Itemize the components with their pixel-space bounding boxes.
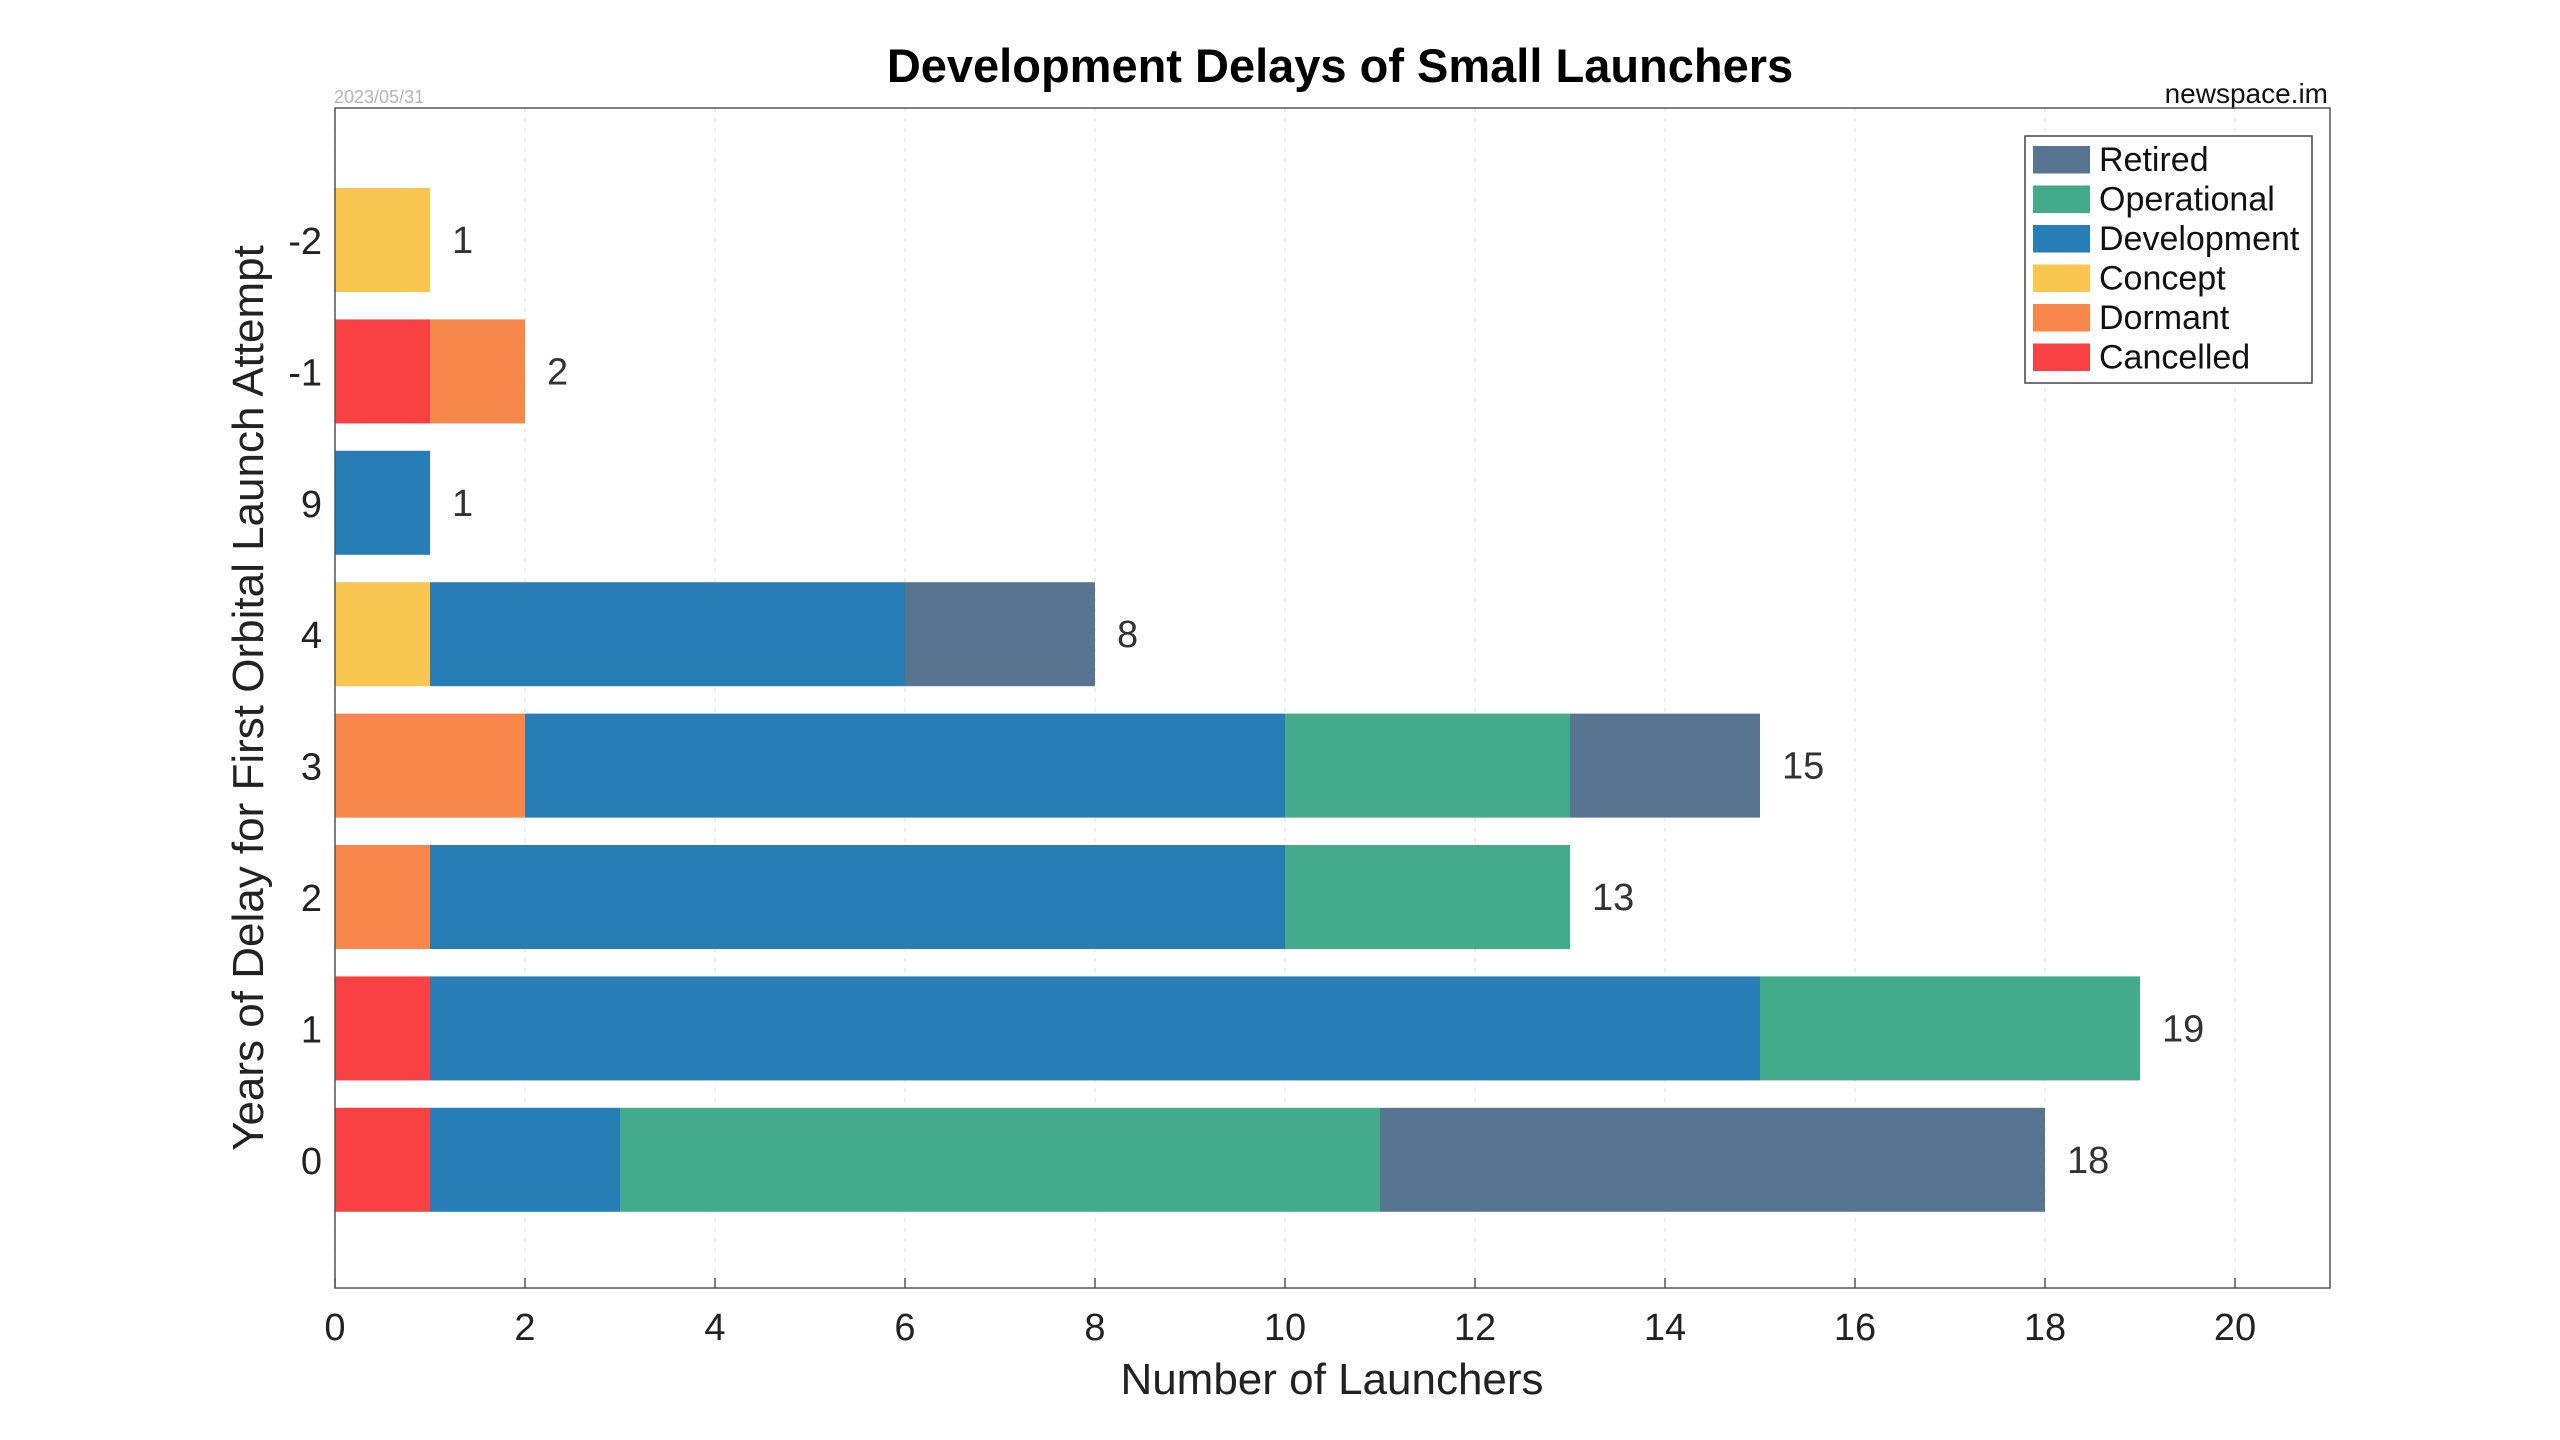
bar-segment-dormant bbox=[335, 713, 525, 818]
x-axis-ticks: 0 2 4 6 8 10 12 14 16 18 20 bbox=[324, 1278, 2256, 1349]
legend: RetiredOperationalDevelopmentConceptDorm… bbox=[2024, 135, 2313, 384]
bar-segment-concept bbox=[335, 188, 430, 292]
x-tick-label: 8 bbox=[1084, 1307, 1105, 1349]
legend-swatch bbox=[2033, 146, 2090, 174]
bar-segment-concept bbox=[335, 582, 430, 687]
bar-total-label: 19 bbox=[2162, 1008, 2204, 1050]
bar-segment-operational bbox=[620, 1107, 1380, 1212]
legend-label: Cancelled bbox=[2099, 339, 2250, 377]
bar-segment-retired bbox=[1570, 713, 1760, 818]
y-tick-label: 9 bbox=[301, 484, 322, 526]
x-tick-label: 18 bbox=[2024, 1307, 2066, 1349]
bar-segment-development bbox=[430, 1107, 620, 1212]
legend-label: Operational bbox=[2099, 181, 2275, 219]
bar-segment-operational bbox=[1285, 845, 1570, 949]
bar-segment-development bbox=[430, 976, 1760, 1081]
x-tick-label: 20 bbox=[2214, 1307, 2256, 1349]
chart-date: 2023/05/31 bbox=[334, 87, 424, 107]
legend-label: Dormant bbox=[2099, 299, 2230, 337]
y-tick-label: -1 bbox=[288, 352, 322, 394]
y-tick-label: 0 bbox=[301, 1141, 322, 1183]
chart-source: newspace.im bbox=[2165, 78, 2328, 109]
bars bbox=[335, 188, 2140, 1212]
y-axis-ticks: -2 -1 9 4 3 2 1 0 bbox=[288, 221, 322, 1183]
bar-segment-dormant bbox=[430, 319, 525, 424]
bar-segment-cancelled bbox=[335, 319, 430, 424]
bar-total-label: 1 bbox=[452, 220, 473, 262]
y-tick-label: 2 bbox=[301, 878, 322, 920]
bar-total-label: 18 bbox=[2067, 1140, 2109, 1182]
x-tick-label: 14 bbox=[1644, 1307, 1686, 1349]
bar-segment-dormant bbox=[335, 845, 430, 949]
legend-swatch bbox=[2033, 343, 2090, 371]
bar-total-label: 15 bbox=[1782, 746, 1824, 788]
legend-swatch bbox=[2033, 225, 2090, 253]
plot-frame bbox=[334, 107, 2331, 1289]
x-tick-label: 0 bbox=[324, 1307, 345, 1349]
y-tick-label: -2 bbox=[288, 221, 322, 263]
x-tick-label: 2 bbox=[514, 1307, 535, 1349]
y-tick-label: 1 bbox=[301, 1009, 322, 1051]
x-tick-label: 16 bbox=[1834, 1307, 1876, 1349]
x-tick-label: 10 bbox=[1264, 1307, 1306, 1349]
legend-swatch bbox=[2033, 185, 2090, 213]
bar-segment-development bbox=[430, 582, 905, 687]
legend-swatch bbox=[2033, 264, 2090, 292]
bar-segment-retired bbox=[905, 582, 1095, 687]
legend-swatch bbox=[2033, 304, 2090, 332]
bar-total-label: 1 bbox=[452, 483, 473, 525]
bar-segment-cancelled bbox=[335, 1107, 430, 1212]
bar-segment-development bbox=[430, 845, 1285, 949]
bar-total-label: 2 bbox=[547, 351, 568, 393]
y-tick-label: 3 bbox=[301, 747, 322, 789]
x-axis-label: Number of Launchers bbox=[1120, 1355, 1543, 1404]
bar-segment-development bbox=[525, 713, 1285, 818]
bar-segment-development bbox=[335, 450, 430, 555]
legend-label: Retired bbox=[2099, 141, 2209, 179]
bar-total-label: 8 bbox=[1117, 614, 1138, 656]
bar-segment-operational bbox=[1760, 976, 2140, 1081]
legend-label: Concept bbox=[2099, 260, 2226, 298]
chart-title: Development Delays of Small Launchers bbox=[887, 39, 1793, 92]
x-tick-label: 12 bbox=[1454, 1307, 1496, 1349]
bar-segment-cancelled bbox=[335, 976, 430, 1081]
bar-segment-retired bbox=[1380, 1107, 2045, 1212]
bar-total-label: 13 bbox=[1592, 877, 1634, 919]
x-tick-label: 6 bbox=[894, 1307, 915, 1349]
y-tick-label: 4 bbox=[301, 615, 322, 657]
grid bbox=[334, 108, 2236, 1288]
bar-segment-operational bbox=[1285, 713, 1570, 818]
y-axis-label: Years of Delay for First Orbital Launch … bbox=[224, 245, 273, 1151]
legend-box bbox=[2024, 135, 2313, 384]
x-tick-label: 4 bbox=[704, 1307, 725, 1349]
legend-label: Development bbox=[2099, 220, 2300, 258]
